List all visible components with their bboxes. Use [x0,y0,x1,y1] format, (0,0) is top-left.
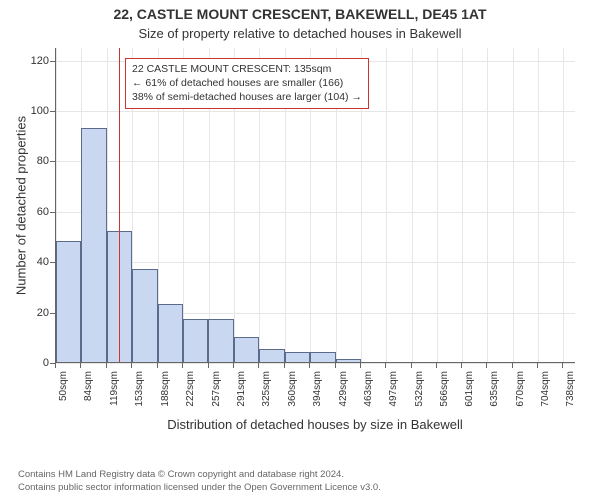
y-tick-label: 100 [25,105,49,117]
x-tick-label: 429sqm [338,371,349,411]
histogram-bar [183,319,208,362]
x-tick-mark [80,363,81,368]
x-tick-mark [309,363,310,368]
grid-line-v [487,48,488,362]
histogram-bar [285,352,310,362]
grid-line-h [56,262,575,263]
x-tick-mark [486,363,487,368]
grid-line-v [412,48,413,362]
y-tick-mark [50,212,55,213]
x-tick-mark [385,363,386,368]
x-tick-mark [411,363,412,368]
x-tick-mark [55,363,56,368]
x-tick-label: 119sqm [109,371,120,411]
histogram-bar [234,337,259,362]
x-axis-label: Distribution of detached houses by size … [55,417,575,432]
histogram-bar [81,128,106,362]
x-tick-label: 532sqm [414,371,425,411]
x-tick-label: 497sqm [388,371,399,411]
histogram-chart: 22, CASTLE MOUNT CRESCENT, BAKEWELL, DE4… [0,0,600,500]
y-tick-label: 60 [25,206,49,218]
histogram-bar [259,349,284,362]
x-tick-label: 84sqm [83,371,94,411]
grid-line-v [563,48,564,362]
x-tick-mark [131,363,132,368]
chart-subtitle: Size of property relative to detached ho… [0,26,600,41]
x-tick-mark [461,363,462,368]
grid-line-v [538,48,539,362]
reference-line [119,48,120,362]
grid-line-v [513,48,514,362]
grid-line-h [56,111,575,112]
grid-line-v [437,48,438,362]
histogram-bar [158,304,183,362]
x-tick-label: 394sqm [312,371,323,411]
x-tick-mark [360,363,361,368]
x-tick-label: 670sqm [515,371,526,411]
x-tick-mark [284,363,285,368]
footer-line-1: Contains HM Land Registry data © Crown c… [18,469,381,481]
x-tick-label: 222sqm [185,371,196,411]
histogram-bar [132,269,157,362]
x-tick-mark [512,363,513,368]
y-tick-mark [50,262,55,263]
y-tick-label: 120 [25,55,49,67]
x-tick-label: 153sqm [134,371,145,411]
x-tick-label: 257sqm [211,371,222,411]
x-tick-mark [106,363,107,368]
x-tick-label: 360sqm [287,371,298,411]
chart-title: 22, CASTLE MOUNT CRESCENT, BAKEWELL, DE4… [0,6,600,22]
annotation-box: 22 CASTLE MOUNT CRESCENT: 135sqm← 61% of… [125,58,369,109]
y-tick-label: 20 [25,307,49,319]
y-tick-label: 80 [25,155,49,167]
footer-text: Contains HM Land Registry data © Crown c… [18,469,381,494]
x-tick-label: 291sqm [236,371,247,411]
y-tick-mark [50,313,55,314]
x-tick-label: 738sqm [565,371,576,411]
x-tick-label: 635sqm [489,371,500,411]
grid-line-h [56,161,575,162]
y-tick-label: 40 [25,256,49,268]
x-tick-label: 463sqm [363,371,374,411]
x-tick-mark [335,363,336,368]
y-tick-mark [50,61,55,62]
x-tick-mark [157,363,158,368]
y-tick-mark [50,111,55,112]
x-tick-mark [258,363,259,368]
grid-line-h [56,363,575,364]
x-tick-label: 601sqm [464,371,475,411]
grid-line-v [462,48,463,362]
x-tick-mark [208,363,209,368]
histogram-bar [208,319,233,362]
x-tick-label: 325sqm [261,371,272,411]
histogram-bar [56,241,81,362]
x-tick-mark [436,363,437,368]
x-tick-label: 704sqm [540,371,551,411]
x-tick-label: 50sqm [58,371,69,411]
annotation-line: 38% of semi-detached houses are larger (… [132,90,362,104]
annotation-line: 22 CASTLE MOUNT CRESCENT: 135sqm [132,62,362,76]
x-tick-mark [233,363,234,368]
y-tick-mark [50,161,55,162]
x-tick-label: 188sqm [160,371,171,411]
x-tick-mark [537,363,538,368]
grid-line-v [386,48,387,362]
y-tick-label: 0 [25,357,49,369]
footer-line-2: Contains public sector information licen… [18,482,381,494]
x-tick-mark [182,363,183,368]
histogram-bar [336,359,361,362]
x-tick-label: 566sqm [439,371,450,411]
histogram-bar [310,352,335,362]
grid-line-h [56,212,575,213]
x-tick-mark [562,363,563,368]
annotation-line: ← 61% of detached houses are smaller (16… [132,76,362,90]
